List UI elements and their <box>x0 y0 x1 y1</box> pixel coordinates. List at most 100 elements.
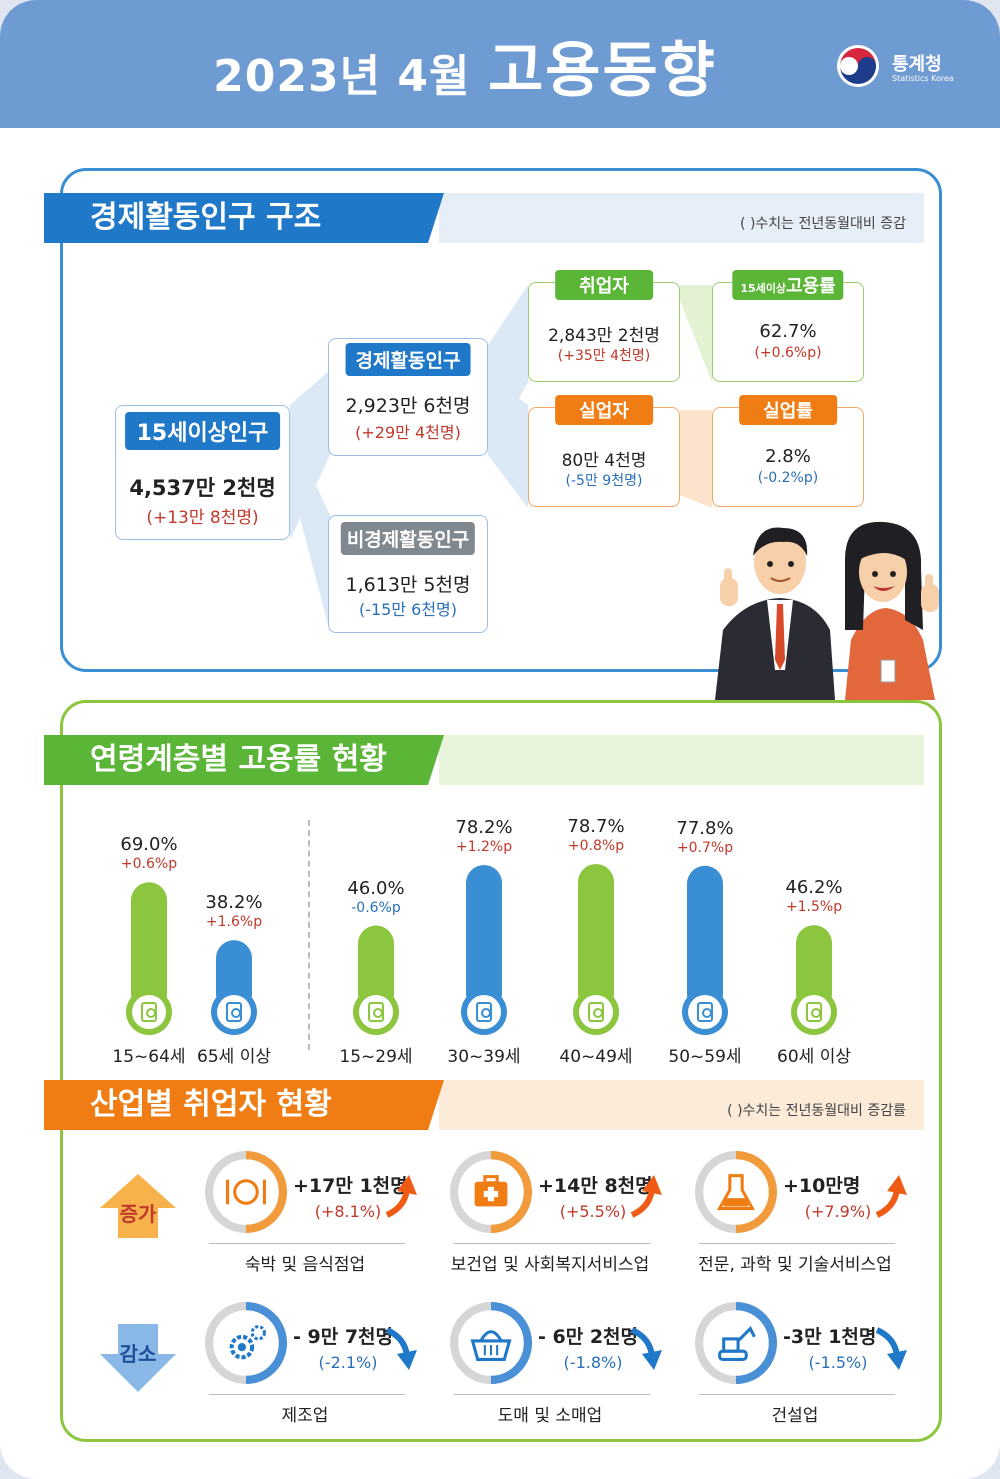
page-title: 2023년 4월 고용동향 <box>0 22 930 109</box>
decrease-item-0: - 9만 7천명 (-2.1%) 제조업 <box>205 1302 445 1432</box>
industry-divider <box>454 1243 650 1244</box>
bar-6 <box>796 925 832 1012</box>
section2-band: 연령계층별 고용률 현황 <box>44 735 924 785</box>
pop15-label: 15세이상인구 <box>124 412 281 450</box>
non-econ-change: (-15만 6천명) <box>358 600 458 619</box>
bar-change-label-0: +0.6%p <box>120 856 178 873</box>
industry-divider <box>454 1394 650 1395</box>
econ-active-value: 2,923만 6천명 <box>345 395 471 417</box>
bar-base-inner-1 <box>217 995 251 1029</box>
non-econ-box: 비경제활동인구 1,613만 5천명 (-15만 6천명) <box>328 515 488 633</box>
bar-base-inner-3 <box>467 995 501 1029</box>
industry-label: 전문, 과학 및 기술서비스업 <box>698 1255 892 1275</box>
industry-value: +14만 8천명 <box>538 1175 653 1197</box>
industry-rate: (-1.5%) <box>808 1353 868 1372</box>
employed-value: 2,843만 2천명 <box>548 326 660 346</box>
econ-active-box: 경제활동인구 2,923만 6천명 (+29만 4천명) <box>328 338 488 456</box>
section2-title: 연령계층별 고용률 현황 <box>44 735 444 785</box>
logo-subtitle: Statistics Korea <box>892 74 954 83</box>
bar-category-label-1: 65세 이상 <box>197 1047 271 1067</box>
unemployment-rate-label: 실업률 <box>739 395 837 425</box>
industry-label: 제조업 <box>281 1406 329 1426</box>
bar-base-inner-2 <box>359 995 393 1029</box>
page-header: 2023년 4월 고용동향 통계청 Statistics Korea <box>0 0 1000 128</box>
econ-active-label: 경제활동인구 <box>345 343 471 376</box>
increase-label: 증가 <box>119 1202 157 1226</box>
industry-divider <box>699 1394 895 1395</box>
trend-up-arrow-icon <box>875 1175 907 1218</box>
decrease-arrow-icon <box>100 1324 176 1392</box>
industry-label: 보건업 및 사회복지서비스업 <box>450 1255 650 1275</box>
section3-band-light <box>439 1080 924 1130</box>
unemployed-value: 80만 4천명 <box>561 451 647 471</box>
magnifier-icon-2 <box>373 1008 383 1018</box>
bar-chart-svg <box>126 864 837 1035</box>
industry-label: 숙박 및 음식점업 <box>244 1255 366 1275</box>
industry-divider <box>699 1243 895 1244</box>
industry-divider <box>209 1243 405 1244</box>
employment-rate-tag: 15세이상고용률 <box>732 270 844 300</box>
section1-note: ( )수치는 전년동월대비 증감 <box>740 216 906 232</box>
bar-value-label-2: 46.0% <box>347 877 405 899</box>
industry-value: -3만 1천명 <box>783 1326 877 1348</box>
section2-band-light <box>439 735 924 785</box>
bar-category-label-2: 15~29세 <box>339 1047 413 1067</box>
pop15-value: 4,537만 2천명 <box>129 476 276 500</box>
bar-category-label-6: 60세 이상 <box>777 1047 851 1067</box>
excavator-icon <box>695 1302 777 1384</box>
pop15-change: (+13만 8천명) <box>146 508 259 528</box>
report-icon-6 <box>806 1002 822 1022</box>
non-econ-value: 1,613만 5천명 <box>345 574 471 596</box>
employment-rate-box: 15세이상고용률 62.7% (+0.6%p) <box>712 270 864 382</box>
section1-title: 경제활동인구 구조 <box>44 193 444 243</box>
industry-rate: (+5.5%) <box>559 1202 627 1221</box>
taegeuk-logo-icon <box>837 45 879 87</box>
industry-value: - 6만 2천명 <box>538 1326 638 1348</box>
report-icon-5 <box>697 1002 713 1022</box>
bar-value-label-4: 78.7% <box>567 816 625 838</box>
industry-divider <box>209 1394 405 1395</box>
section3-band: 산업별 취업자 현황 ( )수치는 전년동월대비 증감률 <box>44 1080 924 1130</box>
increase-item-0: +17만 1천명 (+8.1%) 숙박 및 음식점업 <box>205 1151 445 1281</box>
industry-value: +17만 1천명 <box>293 1175 408 1197</box>
logo-name: 통계청 <box>892 54 942 75</box>
bar-change-label-1: +1.6%p <box>205 914 263 931</box>
bar-value-label-0: 69.0% <box>120 834 178 856</box>
bar-5 <box>687 865 723 1012</box>
bar-value-label-5: 77.8% <box>676 817 734 839</box>
bar-base-inner-0 <box>132 995 166 1029</box>
magnifier-icon-0 <box>146 1008 156 1018</box>
bar-0 <box>131 882 167 1012</box>
bar-category-label-4: 40~49세 <box>559 1047 633 1067</box>
employed-label: 취업자 <box>555 270 653 300</box>
unemployed-label: 실업자 <box>555 395 653 425</box>
section3-note: ( )수치는 전년동월대비 증감률 <box>727 1103 906 1119</box>
pop15-box: 15세이상인구 4,537만 2천명 (+13만 8천명) <box>115 405 290 540</box>
industry-rate: (-2.1%) <box>318 1353 378 1372</box>
magnifier-icon-3 <box>481 1008 491 1018</box>
bar-2 <box>358 925 394 1012</box>
employed-change: (+35만 4천명) <box>557 348 651 364</box>
title-year-month: 2023년 4월 <box>213 51 471 102</box>
econ-active-change: (+29만 4천명) <box>355 423 461 442</box>
bar-value-label-6: 46.2% <box>785 877 843 899</box>
industry-value: +10만명 <box>783 1175 861 1197</box>
bar-base-inner-6 <box>797 995 831 1029</box>
bar-value-label-3: 78.2% <box>455 816 513 838</box>
bar-category-label-5: 50~59세 <box>668 1047 742 1067</box>
magnifier-icon-1 <box>231 1008 241 1018</box>
report-icon-4 <box>588 1002 604 1022</box>
increase-item-2: +10만명 (+7.9%) 전문, 과학 및 기술서비스업 <box>695 1151 935 1281</box>
bar-base-inner-5 <box>688 995 722 1029</box>
decrease-item-2: -3만 1천명 (-1.5%) 건설업 <box>695 1302 935 1432</box>
magnifier-icon-5 <box>702 1008 712 1018</box>
bar-category-label-0: 15~64세 <box>112 1047 186 1067</box>
bar-3 <box>466 864 502 1012</box>
industry-rate: (-1.8%) <box>563 1353 623 1372</box>
bar-change-label-3: +1.2%p <box>455 838 513 855</box>
section1-band-light <box>439 193 924 243</box>
report-icon-3 <box>476 1002 492 1022</box>
bar-change-label-6: +1.5%p <box>785 899 843 916</box>
unemployment-rate-change: (-0.2%p) <box>757 470 819 486</box>
non-econ-label: 비경제활동인구 <box>340 522 476 555</box>
